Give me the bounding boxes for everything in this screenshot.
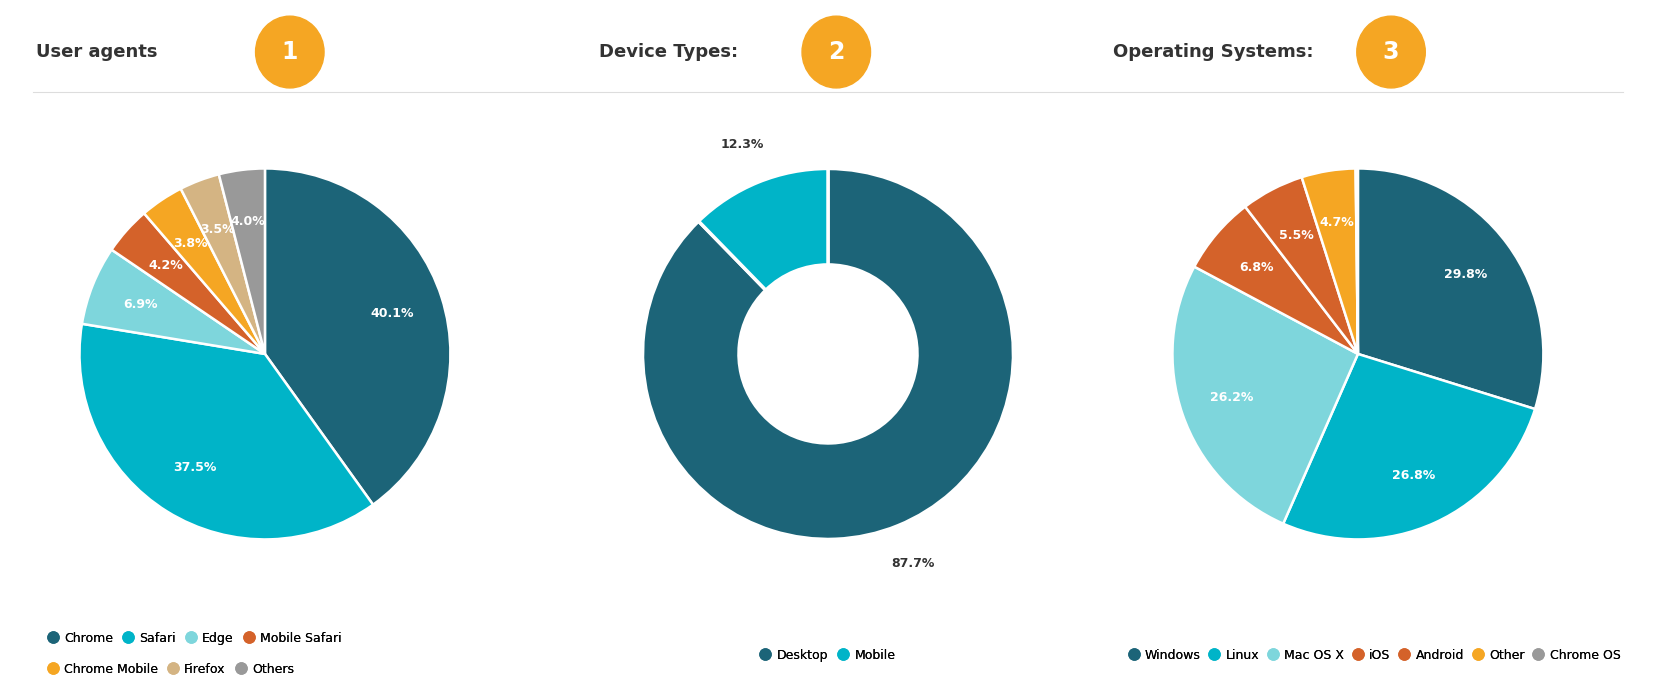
Text: 4.0%: 4.0% [230, 215, 265, 228]
Legend: Windows, Linux, Mac OS X, iOS, Android, Other, Chrome OS: Windows, Linux, Mac OS X, iOS, Android, … [1122, 644, 1625, 667]
Text: 3.8%: 3.8% [174, 237, 209, 250]
Wedge shape [265, 169, 450, 505]
Circle shape [1355, 16, 1425, 88]
Text: 29.8%: 29.8% [1443, 269, 1486, 281]
Text: Operating Systems:: Operating Systems: [1112, 43, 1312, 61]
Text: 3: 3 [1382, 40, 1398, 64]
Wedge shape [144, 189, 265, 354]
Wedge shape [180, 174, 265, 354]
Circle shape [255, 16, 324, 88]
Text: 2: 2 [828, 40, 844, 64]
Text: 6.8%: 6.8% [1238, 261, 1273, 274]
Text: 26.8%: 26.8% [1390, 469, 1433, 482]
Wedge shape [111, 213, 265, 354]
Text: 12.3%: 12.3% [720, 138, 765, 151]
Legend: Chrome Mobile, Firefox, Others: Chrome Mobile, Firefox, Others [43, 658, 300, 681]
Wedge shape [698, 169, 828, 290]
Wedge shape [1245, 177, 1357, 354]
Legend: Desktop, Mobile: Desktop, Mobile [755, 644, 900, 667]
Text: 87.7%: 87.7% [890, 557, 935, 570]
Wedge shape [1301, 169, 1357, 354]
Text: 37.5%: 37.5% [172, 461, 217, 474]
Wedge shape [1283, 354, 1534, 539]
Wedge shape [1172, 266, 1357, 524]
Wedge shape [218, 169, 265, 354]
Wedge shape [1357, 169, 1542, 409]
Text: 26.2%: 26.2% [1210, 391, 1253, 404]
Wedge shape [79, 324, 372, 539]
Text: 1: 1 [281, 40, 298, 64]
Text: 40.1%: 40.1% [371, 307, 414, 319]
Wedge shape [81, 250, 265, 354]
Wedge shape [1355, 169, 1357, 354]
Text: 3.5%: 3.5% [200, 223, 235, 235]
Text: 5.5%: 5.5% [1278, 229, 1312, 242]
Circle shape [801, 16, 871, 88]
Text: 6.9%: 6.9% [124, 298, 159, 311]
Text: 4.2%: 4.2% [147, 258, 182, 271]
Text: Device Types:: Device Types: [599, 43, 738, 61]
Wedge shape [1193, 207, 1357, 354]
Legend: Chrome, Safari, Edge, Mobile Safari: Chrome, Safari, Edge, Mobile Safari [43, 627, 346, 650]
Wedge shape [642, 169, 1013, 539]
Text: User agents: User agents [36, 43, 157, 61]
Text: 4.7%: 4.7% [1319, 216, 1354, 228]
